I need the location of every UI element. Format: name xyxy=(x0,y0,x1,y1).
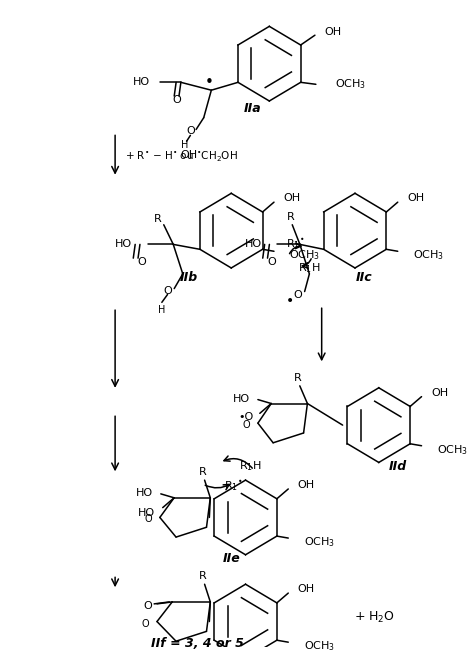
Text: IId: IId xyxy=(389,460,407,473)
Text: R: R xyxy=(286,212,294,222)
Text: O: O xyxy=(243,420,250,430)
Text: R: R xyxy=(294,373,302,383)
Text: O: O xyxy=(163,285,172,296)
Text: O: O xyxy=(143,601,152,611)
Text: O: O xyxy=(142,619,149,628)
Text: OH: OH xyxy=(324,28,342,37)
Text: R$_1$H: R$_1$H xyxy=(239,459,261,473)
Text: OH: OH xyxy=(283,194,301,203)
Text: IIa: IIa xyxy=(243,102,261,115)
Text: OCH$_3$: OCH$_3$ xyxy=(413,249,444,262)
Text: OH: OH xyxy=(407,194,424,203)
Text: OH: OH xyxy=(298,480,315,490)
Text: O: O xyxy=(293,291,302,300)
Text: O: O xyxy=(267,257,276,267)
Text: OCH$_3$: OCH$_3$ xyxy=(289,249,320,262)
Text: + H$_2$O: + H$_2$O xyxy=(354,610,394,625)
Text: •: • xyxy=(205,75,214,90)
Text: HO: HO xyxy=(133,77,150,87)
Text: •: • xyxy=(286,295,294,308)
Text: IIf = 3, 4 or 5: IIf = 3, 4 or 5 xyxy=(152,637,245,649)
Text: HO: HO xyxy=(136,488,153,498)
Text: HO: HO xyxy=(138,508,155,518)
Text: R$_1$$^•$: R$_1$$^•$ xyxy=(224,479,242,493)
Text: R$_1$H: R$_1$H xyxy=(298,261,320,275)
Text: HO: HO xyxy=(233,394,250,403)
Text: OH: OH xyxy=(180,150,197,160)
Text: H: H xyxy=(181,140,188,150)
Text: H: H xyxy=(158,305,165,315)
Text: R: R xyxy=(154,214,162,224)
Text: IIb: IIb xyxy=(179,272,198,284)
Text: R$_1$$^•$: R$_1$$^•$ xyxy=(286,236,305,251)
Text: HO: HO xyxy=(245,239,262,249)
Text: O: O xyxy=(137,257,146,267)
Text: O: O xyxy=(173,95,182,105)
Text: OCH$_3$: OCH$_3$ xyxy=(437,443,468,457)
Text: R: R xyxy=(199,467,207,478)
Text: OCH$_3$: OCH$_3$ xyxy=(303,639,335,653)
Text: OH: OH xyxy=(431,388,448,398)
Text: •O: •O xyxy=(239,412,254,422)
Text: O: O xyxy=(145,514,152,524)
Text: HO: HO xyxy=(115,239,132,249)
Text: O: O xyxy=(186,127,195,136)
Text: OCH$_3$: OCH$_3$ xyxy=(335,77,366,91)
Text: R: R xyxy=(199,571,207,581)
Text: IIc: IIc xyxy=(356,272,373,284)
Text: IIe: IIe xyxy=(222,552,240,565)
Text: OCH$_3$: OCH$_3$ xyxy=(303,535,335,549)
Text: OH: OH xyxy=(298,584,315,594)
Text: + R$^•$ − H$^•$ ou $^•$CH$_2$OH: + R$^•$ − H$^•$ ou $^•$CH$_2$OH xyxy=(125,150,237,164)
